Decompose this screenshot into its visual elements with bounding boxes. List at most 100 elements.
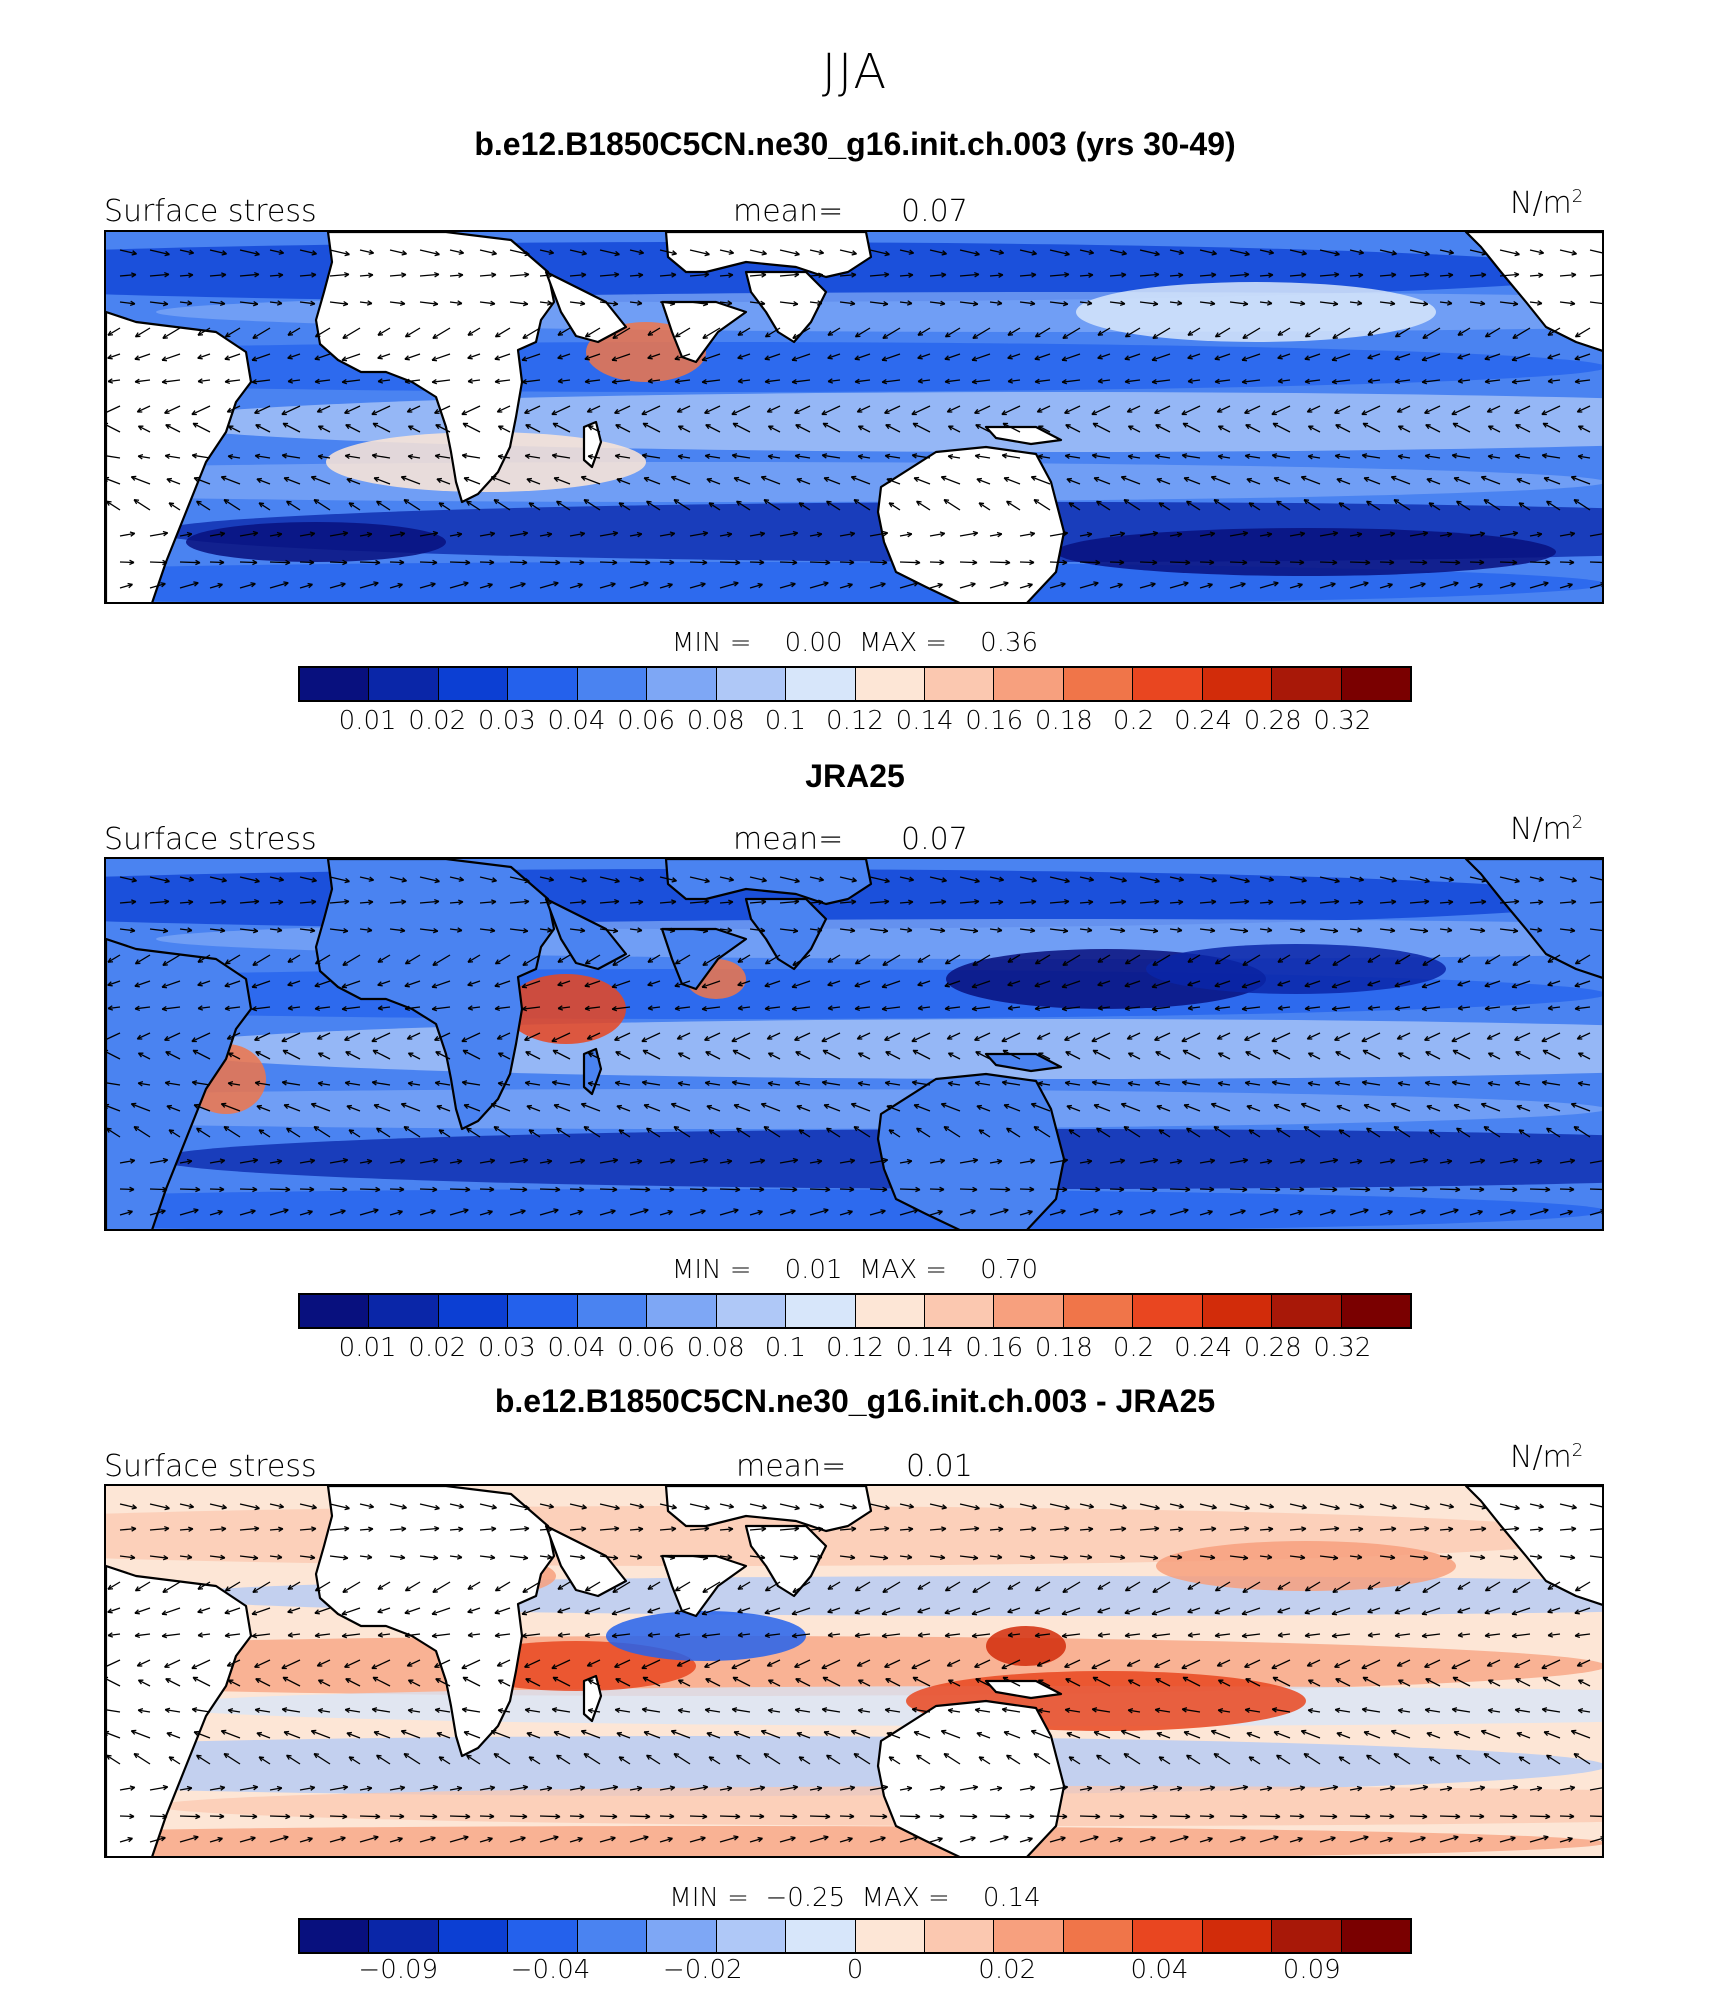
stress-arrowhead [1275, 1186, 1281, 1193]
stress-arrow [1229, 1555, 1248, 1559]
stress-arrow [779, 1786, 798, 1791]
stress-arrowhead [917, 957, 924, 963]
stress-arrowhead [281, 1707, 288, 1713]
stress-arrowhead [584, 959, 591, 965]
stress-arrowhead [1091, 1080, 1098, 1086]
stress-arrow [1512, 327, 1531, 339]
stress-arrowhead [611, 1005, 618, 1012]
stress-arrow [462, 1676, 481, 1687]
stress-arrow [419, 249, 440, 256]
stress-arrow [311, 476, 331, 485]
stress-arrow [1303, 1126, 1321, 1138]
stress-arrow [1542, 1708, 1561, 1713]
stress-arrowhead [791, 378, 798, 385]
stress-arrow [1379, 249, 1397, 255]
stress-arrow [1349, 301, 1362, 305]
stress-arrowhead [1456, 1754, 1462, 1760]
stress-arrowhead [1060, 1836, 1066, 1842]
stress-arrow [599, 1209, 616, 1216]
stress-arrowhead [1005, 1186, 1011, 1193]
stress-arrowhead [1363, 1103, 1370, 1109]
stress-arrow [1363, 1104, 1381, 1112]
stress-arrowhead [586, 1661, 593, 1667]
stress-arrowhead [130, 1102, 137, 1108]
stress-arrowhead [1455, 1813, 1461, 1820]
stress-arrow [1308, 1082, 1321, 1086]
stress-arrow [1068, 1756, 1081, 1765]
stress-arrowhead [579, 1186, 585, 1193]
stress-arrowhead [827, 330, 834, 336]
stress-arrowhead [674, 959, 681, 965]
stress-arrow [227, 1032, 241, 1040]
stress-arrowhead [251, 983, 258, 989]
stress-arrow [342, 1006, 361, 1010]
stress-arrow [1169, 1503, 1184, 1508]
colorbar-tick-label: 0.1 [764, 706, 807, 736]
stress-arrow [373, 477, 391, 485]
stress-arrow [299, 1786, 315, 1791]
stress-arrowhead [219, 1554, 226, 1561]
stress-arrowhead [674, 1586, 681, 1592]
stress-arrowhead [857, 425, 864, 431]
stress-arrow [989, 533, 1002, 537]
stress-arrow [1349, 582, 1369, 589]
stress-arrowhead [192, 1676, 199, 1682]
stress-arrow [1456, 1127, 1471, 1138]
stress-arrowhead [704, 453, 711, 460]
stress-arrow [1156, 1732, 1171, 1739]
stress-arrow [552, 1081, 571, 1086]
stress-arrowhead [823, 476, 830, 482]
stress-arrow [641, 405, 661, 416]
stress-arrowhead [1037, 454, 1044, 460]
stress-arrowhead [106, 453, 108, 459]
stress-arrow [1469, 1210, 1483, 1216]
stress-arrowhead [1547, 1584, 1554, 1590]
stress-arrowhead [196, 1754, 202, 1760]
stress-arrow [239, 1815, 258, 1818]
stress-arrowhead [526, 1104, 532, 1111]
colorbar-swatch [300, 1920, 370, 1952]
stress-arrow [408, 425, 421, 433]
stress-arrowhead [1268, 272, 1274, 278]
stress-arrowhead [1453, 1103, 1460, 1109]
stress-arrow [1097, 353, 1111, 359]
stress-arrow [348, 1756, 361, 1765]
stress-arrowhead [399, 1158, 406, 1164]
stress-arrow [1273, 1731, 1291, 1739]
stress-arrow [659, 1786, 675, 1791]
stress-arrowhead [1483, 1753, 1490, 1759]
stress-arrow [1125, 954, 1141, 965]
stress-arrowhead [757, 1836, 763, 1843]
stress-arrowhead [1514, 1504, 1520, 1511]
colorbar-swatch [786, 1920, 856, 1952]
stress-arrowhead [1358, 249, 1365, 255]
stress-arrowhead [669, 927, 676, 934]
stress-arrow [944, 353, 961, 360]
stress-arrow [888, 1756, 901, 1765]
stress-arrow [1304, 353, 1321, 360]
stress-arrow [1034, 980, 1051, 987]
stress-arrowhead [937, 1209, 943, 1216]
stress-arrowhead [430, 1209, 436, 1215]
stress-arrow [976, 1105, 991, 1112]
stress-arrow [779, 561, 798, 564]
stress-arrowhead [1574, 959, 1581, 965]
stress-arrowhead [638, 272, 644, 278]
stress-arrowhead [937, 1836, 943, 1843]
stress-arrowhead [908, 899, 914, 905]
stress-arrow [299, 1210, 313, 1216]
stress-arrow [1366, 500, 1381, 511]
stress-arrowhead [188, 1526, 194, 1532]
stress-arrow [1379, 1527, 1396, 1531]
stress-arrowhead [1268, 1503, 1275, 1509]
stress-arrow [1229, 273, 1249, 277]
stress-arrowhead [1178, 272, 1184, 278]
stress-arrow [882, 954, 901, 966]
stress-arrowhead [1207, 1209, 1213, 1216]
stress-arrowhead [1514, 1707, 1521, 1714]
stress-arrowhead [1062, 960, 1068, 966]
stress-arrow [1589, 533, 1602, 537]
stress-arrow [419, 900, 439, 904]
stress-arrow [765, 1581, 781, 1592]
stress-arrow [948, 1082, 961, 1086]
